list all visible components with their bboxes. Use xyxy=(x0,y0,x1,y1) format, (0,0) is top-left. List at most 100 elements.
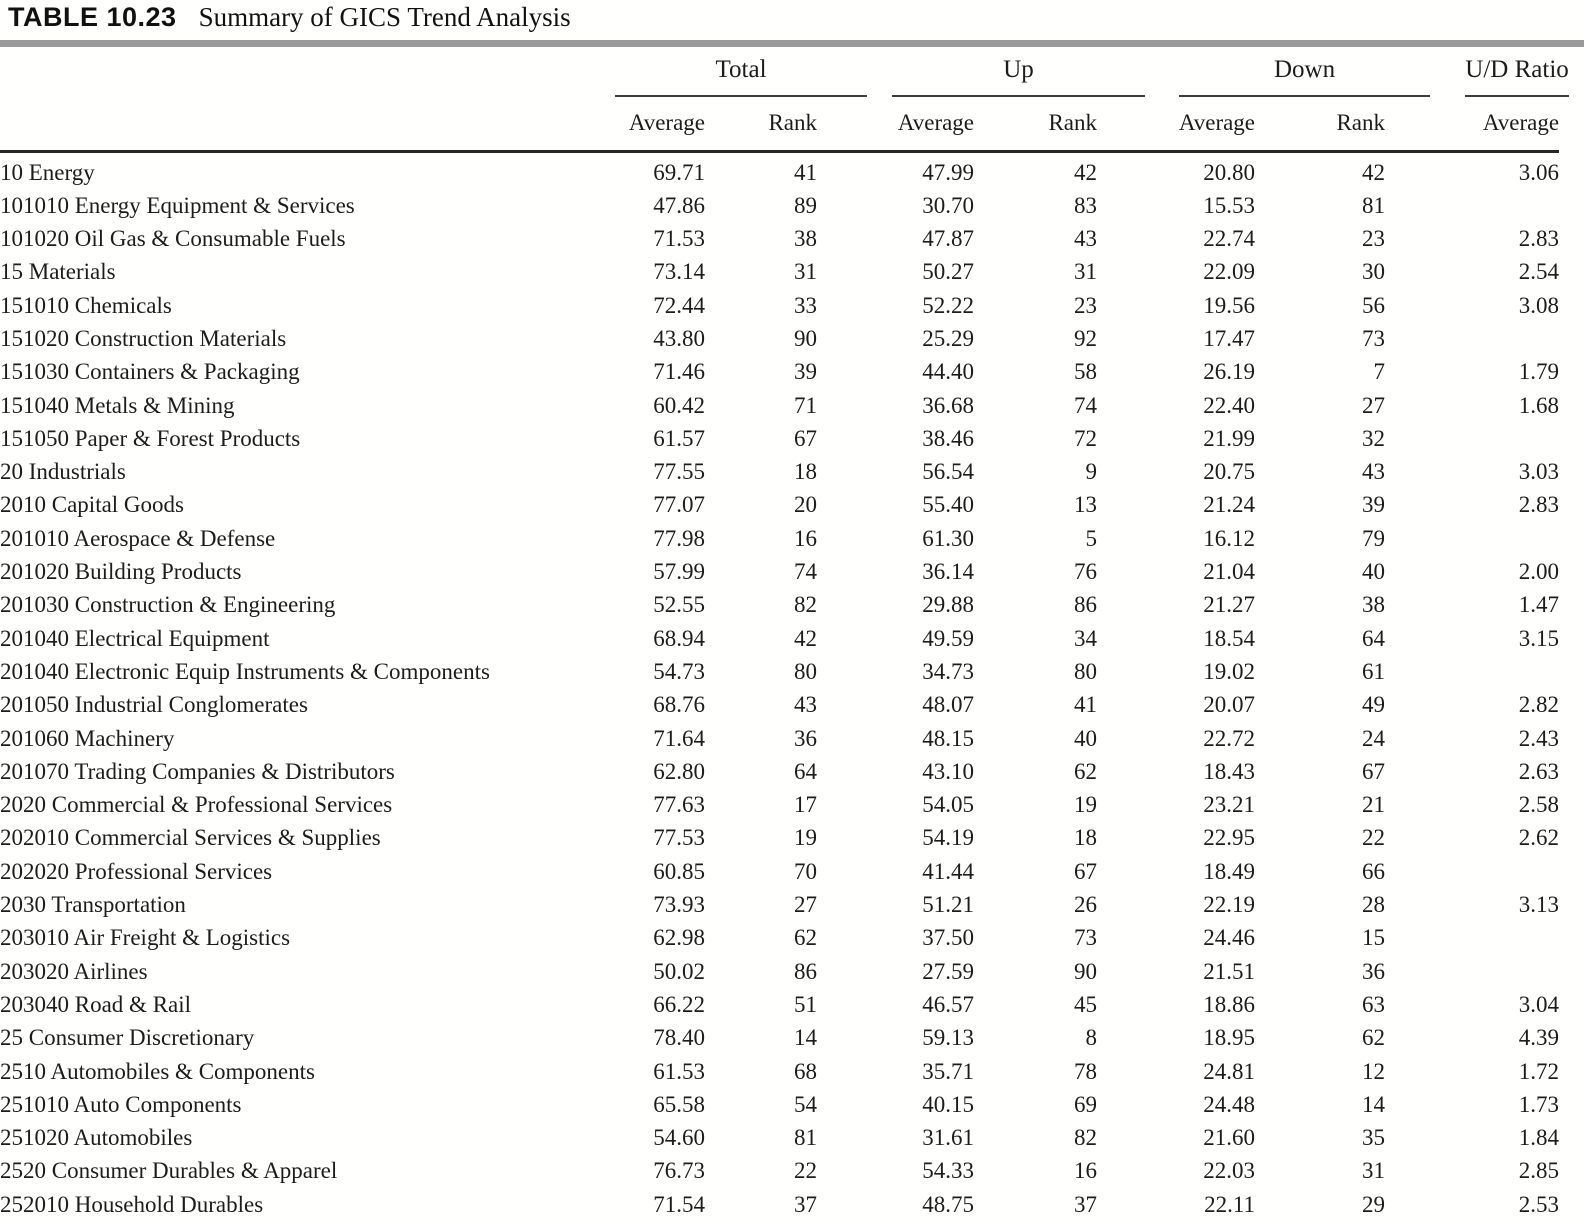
cell-total-rank: 20 xyxy=(794,492,818,518)
cell-down-rank: 27 xyxy=(1362,392,1386,418)
cell-total-average: 60.42 xyxy=(653,392,705,418)
cell-up-average: 56.54 xyxy=(922,459,975,485)
cell-ud-average xyxy=(1385,855,1559,888)
cell-up-rank: 9 xyxy=(1085,459,1098,485)
cell-up-average: 48.07 xyxy=(922,692,975,718)
cell-down-average: 21.60 xyxy=(1203,1125,1256,1151)
cell-down-average: 18.54 xyxy=(1203,625,1256,651)
cell-up-rank: 76 xyxy=(1074,559,1098,585)
table-row: 201040 Electrical Equipment 68.94 42 49.… xyxy=(0,622,1559,655)
cell-total-rank: 89 xyxy=(794,192,818,218)
subheader-ud-average: Average xyxy=(1385,97,1560,153)
table-row: 15 Materials 73.14 31 50.27 31 22.09 30 … xyxy=(0,255,1559,288)
cell-total-rank: 37 xyxy=(794,1191,818,1217)
cell-total-rank: 27 xyxy=(794,892,818,918)
cell-up-average: 43.10 xyxy=(922,758,975,784)
table-row: 203020 Airlines 50.02 86 27.59 90 21.51 … xyxy=(0,955,1559,988)
cell-ud-average: 1.73 xyxy=(1518,1091,1560,1117)
cell-sector-name: 20 Industrials xyxy=(0,459,126,485)
cell-sector-name: 203010 Air Freight & Logistics xyxy=(0,925,291,951)
table-row: 151030 Containers & Packaging 71.46 39 4… xyxy=(0,355,1559,388)
cell-down-rank: 7 xyxy=(1373,359,1386,385)
cell-up-rank: 90 xyxy=(1074,958,1098,984)
cell-down-average: 20.75 xyxy=(1203,459,1256,485)
cell-total-average: 66.22 xyxy=(653,991,705,1017)
cell-down-rank: 43 xyxy=(1362,459,1386,485)
cell-down-average: 22.72 xyxy=(1203,725,1256,751)
cell-up-average: 36.14 xyxy=(922,559,975,585)
cell-total-average: 47.86 xyxy=(653,192,705,218)
cell-down-average: 22.95 xyxy=(1203,825,1256,851)
cell-up-rank: 16 xyxy=(1074,1158,1098,1184)
cell-sector-name: 101020 Oil Gas & Consumable Fuels xyxy=(0,226,346,252)
cell-ud-average: 2.53 xyxy=(1518,1191,1560,1217)
cell-down-rank: 32 xyxy=(1362,425,1386,451)
cell-up-rank: 86 xyxy=(1074,592,1098,618)
cell-down-average: 24.81 xyxy=(1203,1058,1256,1084)
cell-ud-average: 1.47 xyxy=(1518,592,1560,618)
cell-down-average: 21.27 xyxy=(1203,592,1256,618)
cell-total-rank: 62 xyxy=(794,925,818,951)
cell-total-average: 77.07 xyxy=(653,492,705,518)
cell-total-average: 54.73 xyxy=(653,658,705,684)
cell-up-rank: 34 xyxy=(1074,625,1098,651)
cell-down-average: 21.51 xyxy=(1203,958,1256,984)
cell-down-rank: 39 xyxy=(1362,492,1386,518)
cell-down-rank: 30 xyxy=(1362,259,1386,285)
cell-total-average: 68.94 xyxy=(653,625,705,651)
cell-sector-name: 252010 Household Durables xyxy=(0,1191,264,1217)
cell-total-average: 61.57 xyxy=(653,425,705,451)
cell-down-rank: 12 xyxy=(1362,1058,1386,1084)
cell-down-average: 22.19 xyxy=(1203,892,1256,918)
cell-total-average: 78.40 xyxy=(653,1025,705,1051)
table-row: 151020 Construction Materials 43.80 90 2… xyxy=(0,322,1559,355)
cell-total-rank: 19 xyxy=(794,825,818,851)
table-row: 251020 Automobiles 54.60 81 31.61 82 21.… xyxy=(0,1121,1559,1154)
cell-total-rank: 31 xyxy=(794,259,818,285)
cell-total-rank: 54 xyxy=(794,1091,818,1117)
cell-down-average: 19.56 xyxy=(1203,292,1256,318)
cell-up-average: 54.19 xyxy=(922,825,975,851)
cell-down-average: 19.02 xyxy=(1203,658,1256,684)
table-row: 201040 Electronic Equip Instruments & Co… xyxy=(0,655,1559,688)
subheader-up-rank: Rank xyxy=(974,97,1098,153)
cell-up-average: 51.21 xyxy=(922,892,975,918)
cell-up-average: 47.99 xyxy=(922,159,975,185)
cell-ud-average xyxy=(1385,422,1559,455)
cell-sector-name: 201040 Electrical Equipment xyxy=(0,625,270,651)
cell-total-average: 62.80 xyxy=(653,758,705,784)
cell-total-rank: 70 xyxy=(794,858,818,884)
cell-up-rank: 73 xyxy=(1074,925,1098,951)
cell-up-rank: 13 xyxy=(1074,492,1098,518)
cell-total-average: 65.58 xyxy=(653,1091,705,1117)
cell-down-average: 22.03 xyxy=(1203,1158,1256,1184)
cell-up-rank: 26 xyxy=(1074,892,1098,918)
cell-up-rank: 72 xyxy=(1074,425,1098,451)
cell-down-average: 18.86 xyxy=(1203,991,1256,1017)
cell-sector-name: 201070 Trading Companies & Distributors xyxy=(0,758,395,784)
table-row: 201020 Building Products 57.99 74 36.14 … xyxy=(0,555,1559,588)
subheader-total-average: Average xyxy=(605,97,705,153)
cell-total-average: 50.02 xyxy=(653,958,705,984)
table-row: 252010 Household Durables 71.54 37 48.75… xyxy=(0,1188,1559,1221)
cell-ud-average xyxy=(1385,921,1559,954)
cell-ud-average: 3.15 xyxy=(1518,625,1560,651)
cell-up-average: 54.33 xyxy=(922,1158,975,1184)
cell-down-average: 24.46 xyxy=(1203,925,1256,951)
cell-total-rank: 17 xyxy=(794,792,818,818)
cell-down-rank: 35 xyxy=(1362,1125,1386,1151)
table-row: 201030 Construction & Engineering 52.55 … xyxy=(0,588,1559,621)
cell-total-rank: 81 xyxy=(794,1125,818,1151)
cell-up-rank: 23 xyxy=(1074,292,1098,318)
cell-sector-name: 2030 Transportation xyxy=(0,892,186,918)
cell-total-rank: 42 xyxy=(794,625,818,651)
table-row: 10 Energy 69.71 41 47.99 42 20.80 42 3.0… xyxy=(0,151,1559,189)
cell-ud-average xyxy=(1385,189,1559,222)
cell-down-rank: 29 xyxy=(1362,1191,1386,1217)
cell-total-rank: 74 xyxy=(794,559,818,585)
cell-up-average: 46.57 xyxy=(922,991,975,1017)
table-caption: TABLE 10.23 Summary of GICS Trend Analysi… xyxy=(0,0,1584,33)
cell-up-average: 40.15 xyxy=(922,1091,975,1117)
cell-down-rank: 28 xyxy=(1362,892,1386,918)
table-row: 201010 Aerospace & Defense 77.98 16 61.3… xyxy=(0,522,1559,555)
